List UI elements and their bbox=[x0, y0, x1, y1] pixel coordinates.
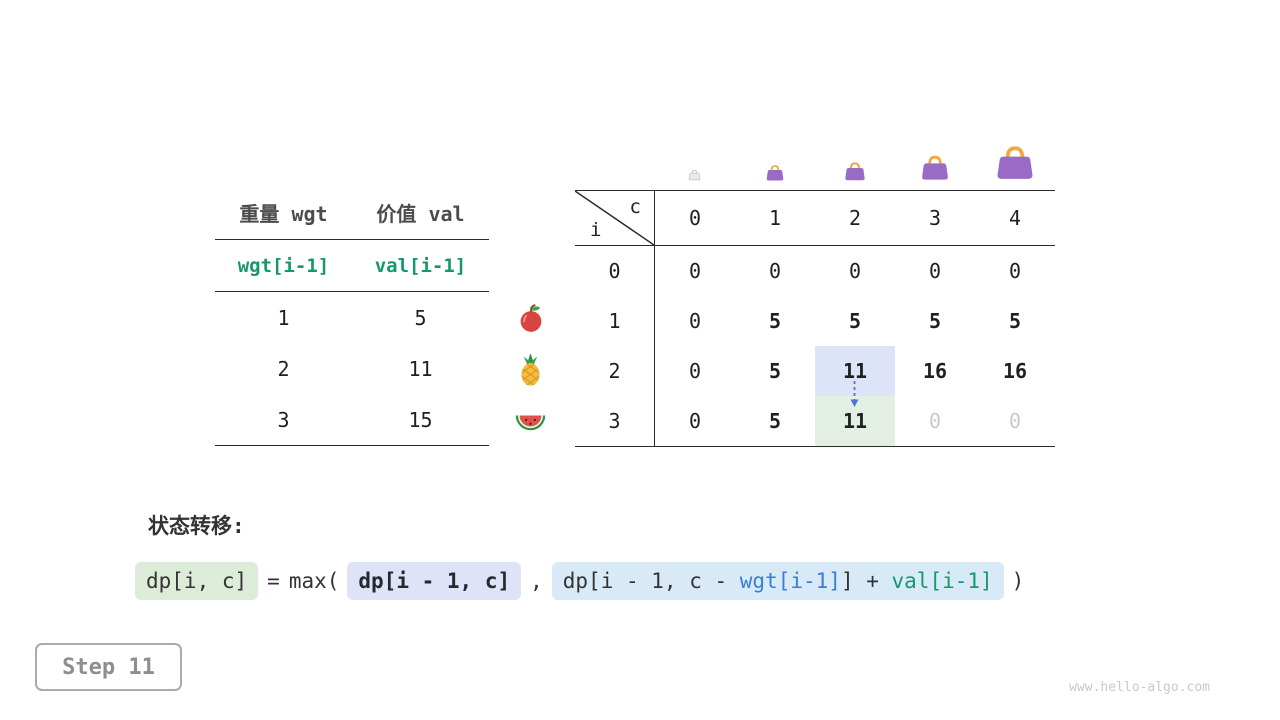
item-value: 11 bbox=[408, 356, 433, 381]
formula-comma: , bbox=[530, 569, 543, 593]
dp-row-header: 1 bbox=[575, 296, 655, 346]
dp-row: 1 0 5 5 5 5 bbox=[575, 296, 1055, 346]
dp-col-header: 2 bbox=[848, 206, 862, 230]
item-weight: 3 bbox=[277, 407, 290, 432]
formula-arg2-val: val[i-1] bbox=[891, 569, 993, 593]
dp-cell: 0 bbox=[848, 259, 862, 283]
dp-cell: 16 bbox=[1002, 359, 1028, 383]
weight-column-header: 重量 wgt bbox=[239, 201, 328, 226]
dp-row-header: 0 bbox=[575, 246, 655, 296]
dp-cell: 0 bbox=[688, 359, 702, 383]
step-badge: Step 11 bbox=[35, 643, 182, 691]
bag-capacity-4-icon bbox=[997, 146, 1033, 179]
dp-col-header: 1 bbox=[768, 206, 782, 230]
transition-arrow-icon bbox=[850, 381, 859, 407]
bag-capacity-2-icon bbox=[845, 162, 865, 181]
items-table: 重量 wgt 价值 val wgt[i-1] val[i-1] 1 5 2 11… bbox=[215, 185, 489, 446]
dp-row: 2 0 5 11 16 16 bbox=[575, 346, 1055, 396]
dp-cell: 16 bbox=[922, 359, 948, 383]
formula-max-open: max( bbox=[288, 569, 340, 593]
diagonal-divider bbox=[575, 191, 654, 245]
wgt-var-label: wgt[i-1] bbox=[237, 254, 330, 277]
dp-cell: 5 bbox=[928, 309, 942, 333]
dp-cell: 0 bbox=[688, 409, 702, 433]
dp-cell: 5 bbox=[1008, 309, 1022, 333]
formula-arg1: dp[i - 1, c] bbox=[347, 562, 522, 600]
dp-cell: 5 bbox=[768, 309, 782, 333]
dp-cell: 0 bbox=[688, 259, 702, 283]
dp-table: c i 0 1 2 3 4 0 0 0 0 0 0 1 0 5 5 5 5 2 bbox=[575, 190, 1055, 447]
dp-cell: 0 bbox=[768, 259, 782, 283]
dp-cell: 0 bbox=[688, 309, 702, 333]
dp-cell-source-highlight: 11 bbox=[815, 346, 895, 396]
dp-col-header: 0 bbox=[688, 206, 702, 230]
dp-col-header: 4 bbox=[1008, 206, 1022, 230]
dp-row-header: 3 bbox=[575, 396, 655, 446]
apple-icon bbox=[520, 304, 542, 332]
dp-cell: 0 bbox=[928, 259, 942, 283]
dp-row-header: 2 bbox=[575, 346, 655, 396]
table-row: 1 5 bbox=[215, 292, 489, 343]
dp-cell: 5 bbox=[768, 359, 782, 383]
value-column-header: 价值 val bbox=[376, 201, 465, 226]
dp-col-header: 3 bbox=[928, 206, 942, 230]
transition-formula: dp[i, c] = max( dp[i - 1, c] , dp[i - 1,… bbox=[135, 562, 1024, 600]
pineapple-icon bbox=[521, 353, 540, 386]
dp-row: 0 0 0 0 0 0 bbox=[575, 246, 1055, 296]
transition-label: 状态转移: bbox=[148, 514, 245, 538]
table-row: 3 15 bbox=[215, 394, 489, 445]
dp-cell: 0 bbox=[1008, 259, 1022, 283]
watermelon-icon bbox=[515, 415, 546, 431]
item-value: 15 bbox=[408, 407, 433, 432]
items-table-header: 重量 wgt 价值 val bbox=[215, 185, 489, 240]
index-var-label: i bbox=[590, 219, 602, 241]
dp-row: 3 0 5 11 0 0 bbox=[575, 396, 1055, 446]
bag-capacity-3-icon bbox=[922, 155, 948, 180]
dp-corner-cell: c i bbox=[575, 191, 655, 245]
dp-table-header: c i 0 1 2 3 4 bbox=[575, 191, 1055, 246]
bag-capacity-0-icon bbox=[688, 169, 701, 181]
formula-close-paren: ) bbox=[1011, 569, 1025, 593]
formula-lhs: dp[i, c] bbox=[135, 562, 259, 600]
val-var-label: val[i-1] bbox=[374, 254, 467, 277]
formula-arg2-wgt: wgt[i-1] bbox=[739, 569, 841, 593]
dp-cell: 5 bbox=[768, 409, 782, 433]
item-weight: 1 bbox=[277, 305, 290, 330]
item-value: 5 bbox=[414, 305, 427, 330]
table-row: 2 11 bbox=[215, 343, 489, 394]
capacity-var-label: c bbox=[629, 196, 641, 218]
formula-arg2-prefix: dp[i - 1, c - bbox=[562, 569, 740, 593]
formula-arg2-plus: ] + bbox=[840, 569, 892, 593]
dp-cell: 0 bbox=[1008, 409, 1022, 433]
watermark: www.hello-algo.com bbox=[1069, 680, 1210, 695]
dp-cell: 0 bbox=[928, 409, 942, 433]
formula-arg2: dp[i - 1, c - wgt[i-1]] + val[i-1] bbox=[551, 562, 1004, 600]
dp-cell: 5 bbox=[848, 309, 862, 333]
item-weight: 2 bbox=[277, 356, 290, 381]
formula-equals: = bbox=[267, 569, 280, 593]
items-table-var-row: wgt[i-1] val[i-1] bbox=[215, 240, 489, 292]
bag-capacity-1-icon bbox=[766, 165, 784, 181]
